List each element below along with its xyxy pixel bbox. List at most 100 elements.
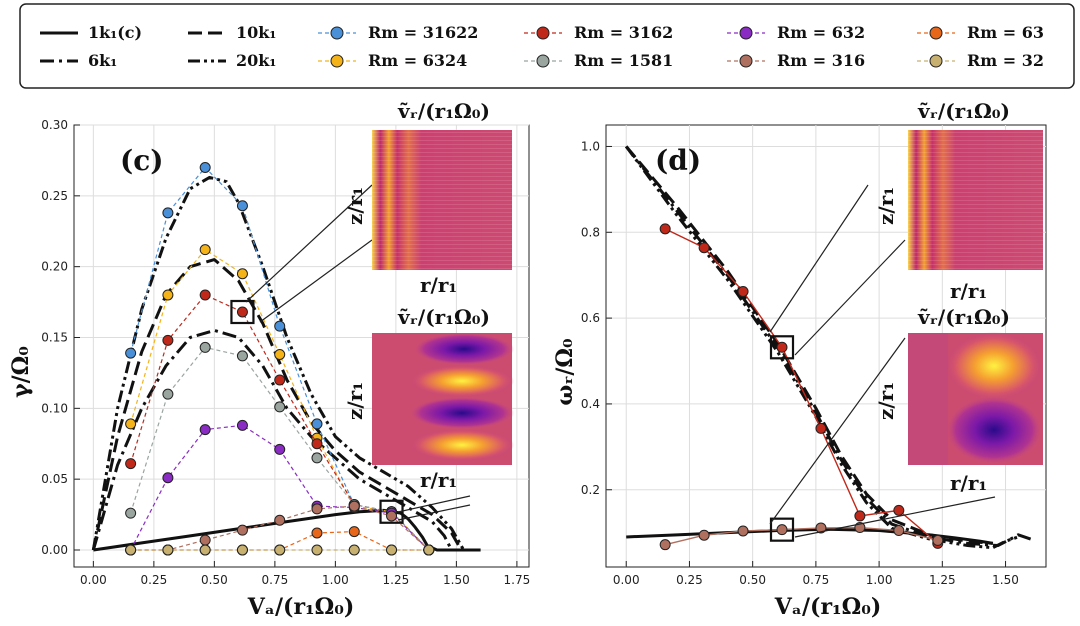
c-point-7-6	[348, 544, 360, 556]
c-xtick-6: 1.50	[443, 573, 470, 587]
c-point-2-0	[125, 458, 137, 470]
c-point-2-5	[311, 438, 323, 450]
d-inset-bottom-ylabel: z/r₁	[874, 382, 898, 420]
c-inset-bottom-ylabel: z/r₁	[343, 382, 367, 420]
d-xtick-1: 0.25	[676, 573, 703, 587]
c-point-4-1	[162, 472, 174, 484]
c-xtick-3: 0.75	[262, 573, 289, 587]
c-point-3-1	[162, 388, 174, 400]
c-point-7-3	[236, 544, 248, 556]
c-point-7-5	[311, 544, 323, 556]
legend-marker-dot-1	[330, 54, 344, 68]
d-point-1-7	[932, 534, 944, 546]
d-xtick-4: 1.00	[866, 573, 893, 587]
c-xtick-7: 1.75	[504, 573, 531, 587]
c-xtick-2: 0.50	[201, 573, 228, 587]
c-point-1-1	[162, 289, 174, 301]
c-point-5-6	[348, 500, 360, 512]
c-xtick-5: 1.25	[383, 573, 410, 587]
c-point-5-5	[311, 503, 323, 515]
d-inset-bottom-lobe-cold	[946, 396, 1042, 464]
d-curve-6k1	[625, 145, 1032, 548]
c-point-7-2	[199, 544, 211, 556]
legend-marker-label-1: Rm = 6324	[368, 51, 467, 70]
c-point-0-5	[311, 418, 323, 430]
c-highlight-box-1	[379, 499, 404, 524]
legend-frame	[19, 3, 1075, 89]
c-point-3-3	[236, 350, 248, 362]
legend-marker-dot-5	[739, 54, 753, 68]
c-point-4-2	[199, 424, 211, 436]
c-point-7-1	[162, 544, 174, 556]
d-point-1-2	[737, 525, 749, 537]
c-inset-top-title: ṽᵣ/(r₁Ω₀)	[397, 99, 490, 123]
d-point-1-6	[893, 525, 905, 537]
panel-d-label: (d)	[655, 144, 701, 177]
d-series-line-0	[664, 228, 939, 544]
c-point-6-6	[348, 526, 360, 538]
c-point-0-1	[162, 207, 174, 219]
legend-marker-label-2: Rm = 3162	[574, 23, 673, 42]
c-point-0-3	[236, 200, 248, 212]
d-inset-bottom-leader-2	[794, 496, 996, 538]
c-point-7-7	[386, 544, 398, 556]
d-inset-top-texture	[908, 130, 1043, 270]
d-inset-top-ylabel: z/r₁	[874, 187, 898, 225]
d-xtick-3: 0.75	[803, 573, 830, 587]
c-point-3-4	[274, 401, 286, 413]
d-ytick-1: 0.4	[581, 397, 600, 411]
d-xtick-0: 0.00	[613, 573, 640, 587]
d-point-0-3	[776, 341, 788, 353]
panel-c-ylabel: γ/Ω₀	[8, 346, 34, 398]
c-point-6-5	[311, 527, 323, 539]
d-inset-bottom-lobe-hot	[946, 332, 1042, 400]
c-point-4-4	[274, 443, 286, 455]
legend-marker-label-6: Rm = 63	[967, 23, 1044, 42]
c-inset-top-leader	[245, 184, 373, 303]
legend-curve-label-2: 10k₁	[236, 23, 276, 42]
d-curve-10k1	[625, 145, 994, 545]
c-inset-bottom-xlabel: r/r₁	[420, 468, 457, 492]
c-point-3-2	[199, 341, 211, 353]
panel-d-ylabel: ωᵣ/Ω₀	[552, 338, 578, 406]
d-xtick-5: 1.25	[929, 573, 956, 587]
d-inset-top-title: ṽᵣ/(r₁Ω₀)	[917, 99, 1010, 123]
c-point-3-5	[311, 452, 323, 464]
legend-marker-label-3: Rm = 1581	[574, 51, 673, 70]
d-highlight-box-0	[769, 335, 795, 360]
d-point-1-0	[659, 539, 671, 551]
c-ytick-4: 0.20	[41, 260, 68, 274]
panel-c: 0.00 0.25 0.50 0.75 1.00 1.25 1.50 1.75 0.00 0.0…	[8, 99, 530, 620]
c-xtick-0: 0.00	[80, 573, 107, 587]
legend: 1k₁(c) 6k₁ 10k₁ 20k₁ Rm = 31622 Rm = 6324 Rm =…	[19, 3, 1075, 89]
legend-marker-dot-0	[330, 26, 344, 40]
c-inset-bottom-leader	[397, 495, 471, 513]
panel-d-xlabel: Vₐ/(r₁Ω₀)	[774, 594, 882, 620]
c-inset-top-texture	[372, 130, 512, 270]
c-point-5-7	[386, 510, 398, 522]
c-point-1-3	[236, 268, 248, 280]
c-ytick-2: 0.10	[41, 401, 68, 415]
legend-marker-label-4: Rm = 632	[777, 23, 865, 42]
c-point-0-4	[274, 320, 286, 332]
d-point-0-4	[815, 422, 827, 434]
c-highlight-box-0	[230, 299, 255, 325]
c-series-line-5	[130, 505, 430, 551]
legend-marker-dot-6	[929, 26, 943, 40]
c-ytick-1: 0.05	[41, 472, 68, 486]
c-point-1-0	[125, 418, 137, 430]
c-inset-bottom-leader-2	[397, 504, 471, 521]
d-point-1-1	[698, 529, 710, 541]
d-ytick-3: 0.8	[581, 225, 600, 239]
c-inset-bottom-lobe-3	[410, 397, 514, 429]
c-point-2-1	[162, 334, 174, 346]
c-point-2-3	[236, 306, 248, 318]
d-point-0-6	[893, 504, 905, 516]
d-point-1-4	[815, 522, 827, 534]
legend-curve-label-1: 6k₁	[88, 51, 117, 70]
c-inset-top-leader-2	[259, 239, 373, 323]
d-point-0-1	[698, 242, 710, 254]
legend-marker-dot-3	[536, 54, 550, 68]
d-ytick-0: 0.2	[581, 483, 600, 497]
